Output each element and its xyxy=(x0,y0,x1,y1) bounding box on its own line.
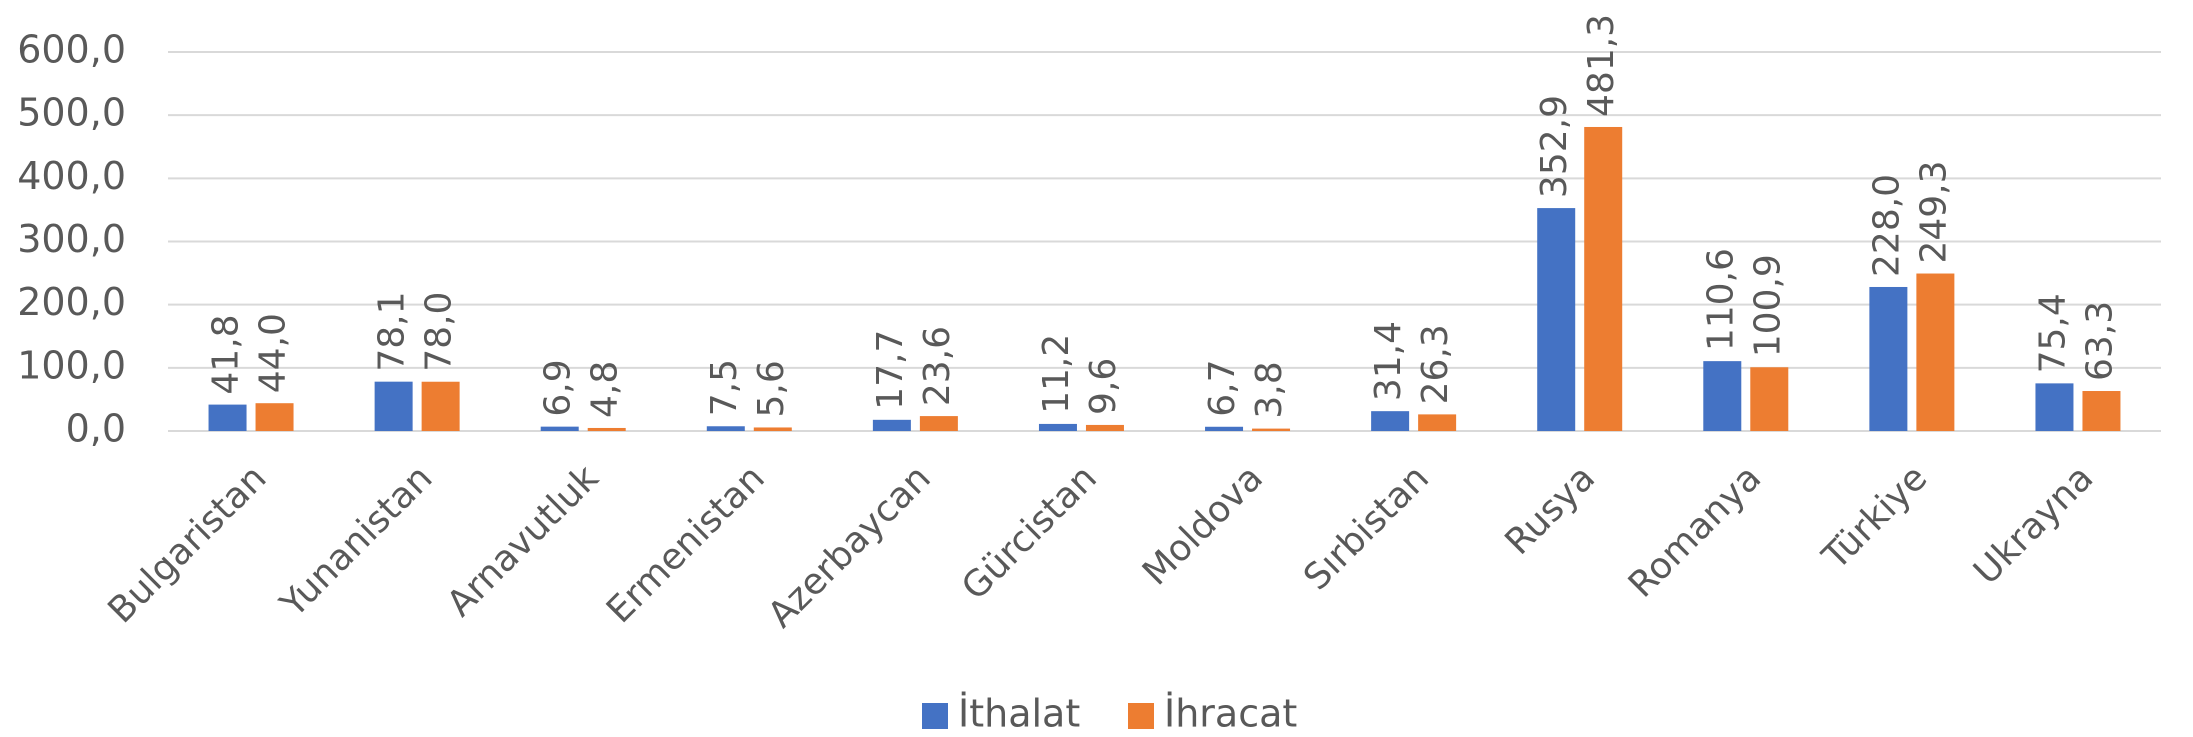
data-label: 249,3 xyxy=(1913,160,1954,263)
bar xyxy=(1916,273,1955,431)
bar xyxy=(2082,391,2121,431)
y-tick-label: 0,0 xyxy=(66,407,126,451)
x-tick-label: Türkiye xyxy=(1814,457,1935,578)
x-tick-label: Sırbistan xyxy=(1296,457,1437,598)
bar xyxy=(1869,286,1908,431)
data-label: 23,6 xyxy=(917,326,958,406)
x-tick-label: Romanya xyxy=(1621,457,1769,605)
bar xyxy=(1371,411,1410,431)
bar xyxy=(1703,361,1742,431)
data-label: 100,9 xyxy=(1747,254,1788,357)
bar xyxy=(872,419,911,431)
x-tick-label: Rusya xyxy=(1498,457,1604,563)
data-label: 110,6 xyxy=(1700,248,1741,351)
bar xyxy=(1205,426,1244,431)
x-tick-label: Ukrayna xyxy=(1966,457,2101,592)
y-tick-label: 500,0 xyxy=(17,91,126,135)
data-label: 4,8 xyxy=(585,361,626,418)
data-label: 75,4 xyxy=(2032,293,2073,373)
bar xyxy=(1750,367,1789,431)
bar xyxy=(1085,424,1124,431)
legend-swatch xyxy=(1128,703,1154,729)
data-label: 31,4 xyxy=(1368,321,1409,401)
bar xyxy=(706,426,745,431)
bar xyxy=(1537,208,1576,431)
bar xyxy=(2035,383,2074,431)
x-tick-label: Yunanistan xyxy=(272,457,440,625)
y-tick-label: 400,0 xyxy=(17,154,126,198)
data-label: 26,3 xyxy=(1415,324,1456,404)
bar xyxy=(753,427,792,431)
legend-label: İhracat xyxy=(1164,692,1297,736)
x-tick-label: Moldova xyxy=(1135,457,1271,593)
bar xyxy=(421,381,460,431)
data-label: 44,0 xyxy=(253,313,294,393)
x-tick-label: Gürcistan xyxy=(954,457,1105,608)
data-label: 78,0 xyxy=(419,292,460,372)
data-label: 63,3 xyxy=(2079,301,2120,381)
data-label: 78,1 xyxy=(372,292,413,372)
bar xyxy=(540,426,579,431)
data-label: 6,7 xyxy=(1202,360,1243,417)
bar xyxy=(919,416,958,431)
y-tick-label: 200,0 xyxy=(17,280,126,324)
data-label: 352,9 xyxy=(1534,95,1575,198)
y-tick-label: 600,0 xyxy=(17,28,126,72)
data-label: 481,3 xyxy=(1581,14,1622,117)
data-label: 11,2 xyxy=(1036,334,1077,414)
x-tick-label: Ermenistan xyxy=(599,457,773,631)
data-label: 9,6 xyxy=(1083,358,1124,415)
bar xyxy=(1252,428,1291,431)
x-tick-label: Bulgaristan xyxy=(101,457,275,631)
data-label: 41,8 xyxy=(206,314,247,394)
bar xyxy=(587,427,626,431)
bar xyxy=(374,381,413,431)
data-label: 5,6 xyxy=(751,360,792,417)
legend-swatch xyxy=(922,703,948,729)
data-label: 7,5 xyxy=(704,359,745,416)
data-label: 228,0 xyxy=(1866,174,1907,277)
y-tick-label: 300,0 xyxy=(17,217,126,261)
x-tick-label: Azerbaycan xyxy=(760,457,938,635)
x-tick-label: Arnavutluk xyxy=(439,457,606,624)
data-label: 3,8 xyxy=(1249,361,1290,418)
data-label: 17,7 xyxy=(870,330,911,410)
bar xyxy=(1584,126,1623,432)
bar xyxy=(1038,423,1077,431)
bar xyxy=(208,404,247,431)
bar xyxy=(255,403,294,431)
bar xyxy=(1418,414,1457,431)
data-label: 6,9 xyxy=(538,359,579,416)
legend-label: İthalat xyxy=(958,692,1080,736)
y-tick-label: 100,0 xyxy=(17,343,126,387)
